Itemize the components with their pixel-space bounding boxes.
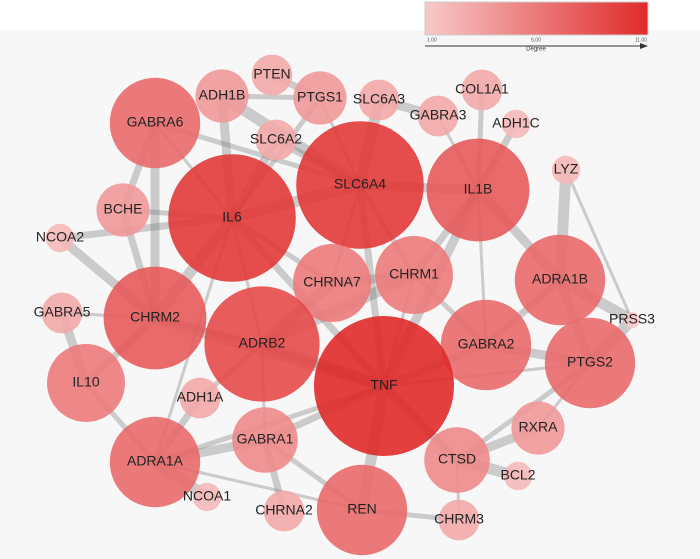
- node-label: CHRNA2: [255, 502, 313, 518]
- node: [551, 155, 581, 185]
- node: [109, 416, 201, 508]
- node-label: ADRA1B: [532, 271, 588, 287]
- node: [424, 427, 490, 493]
- node: [232, 407, 298, 473]
- nodes: GABRA6 ADH1B PTEN PTGS1 SLC6A3 COL1A1 GABRA3 AD…: [34, 54, 655, 556]
- node-label: RXRA: [519, 419, 559, 435]
- node: [544, 317, 636, 409]
- legend-gradient: [424, 1, 649, 36]
- node: [417, 95, 459, 137]
- node: [426, 138, 530, 242]
- node: [293, 71, 347, 125]
- node-label: BCL2: [500, 467, 535, 483]
- node-label: NCOA1: [183, 488, 231, 504]
- node-label: REN: [347, 501, 377, 517]
- node-label: NCOA2: [36, 229, 84, 245]
- node-label: LYZ: [554, 161, 579, 177]
- node: [314, 316, 454, 456]
- node: [41, 292, 83, 334]
- node: [293, 244, 371, 322]
- node-label: ADH1C: [492, 115, 539, 131]
- node-label: SLC6A3: [353, 91, 405, 107]
- node-label: CHRM3: [434, 511, 484, 527]
- node: [511, 401, 565, 455]
- node-label: GABRA5: [34, 304, 91, 320]
- node: [96, 183, 150, 237]
- node-label: CTSD: [438, 451, 476, 467]
- node-label: SLC6A2: [250, 131, 302, 147]
- node: [103, 266, 207, 370]
- node: [45, 223, 75, 253]
- edge: [564, 169, 634, 321]
- node: [501, 109, 531, 139]
- node-label: PRSS3: [609, 311, 655, 327]
- node: [375, 236, 453, 314]
- node: [204, 286, 320, 402]
- node-label: GABRA2: [458, 336, 515, 352]
- node: [624, 312, 640, 328]
- node-label: ADRB2: [239, 335, 286, 351]
- node-label: ADRA1A: [127, 453, 184, 469]
- node: [263, 490, 305, 532]
- node-label: COL1A1: [455, 81, 509, 97]
- node: [438, 499, 480, 541]
- node-label: CHRNA7: [303, 274, 361, 290]
- node-label: PTEN: [253, 66, 290, 82]
- node: [179, 377, 221, 419]
- node-label: CHRM2: [130, 309, 180, 325]
- node-label: CHRM1: [389, 266, 439, 282]
- node: [251, 54, 293, 96]
- node-label: GABRA6: [127, 114, 184, 130]
- legend: 1.00 6.00 11.00 Degree: [424, 1, 649, 53]
- node: [192, 482, 222, 512]
- node: [296, 121, 424, 249]
- node: [109, 77, 201, 169]
- node: [503, 461, 533, 491]
- node: [195, 69, 249, 123]
- node: [47, 344, 125, 422]
- node-label: IL10: [72, 374, 99, 390]
- legend-mid: 6.00: [531, 37, 541, 43]
- node: [168, 154, 296, 282]
- node: [316, 464, 408, 556]
- node-label: SLC6A4: [334, 176, 386, 192]
- node-label: IL1B: [464, 181, 493, 197]
- node: [255, 119, 297, 161]
- node-label: PTGS1: [297, 89, 343, 105]
- legend-title: Degree: [526, 47, 546, 53]
- legend-arrow: [640, 43, 648, 49]
- legend-min: 1.00: [427, 37, 437, 43]
- node-label: PTGS2: [567, 354, 613, 370]
- node-label: TNF: [370, 377, 397, 393]
- node: [440, 299, 532, 391]
- node: [461, 69, 503, 111]
- node-label: BCHE: [104, 201, 143, 217]
- node: [358, 79, 400, 121]
- node-label: GABRA3: [410, 107, 467, 123]
- node: [514, 234, 606, 326]
- node-label: GABRA1: [237, 431, 294, 447]
- node-label: ADH1A: [177, 389, 224, 405]
- node-label: ADH1B: [199, 87, 246, 103]
- legend-max: 11.00: [635, 37, 647, 43]
- node-label: IL6: [222, 209, 242, 225]
